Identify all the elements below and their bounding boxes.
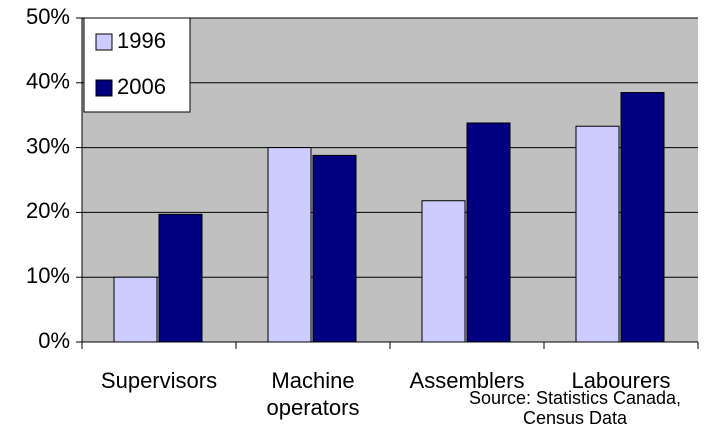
bar bbox=[312, 154, 357, 343]
y-tick-label: 50% bbox=[26, 4, 70, 29]
bar bbox=[421, 200, 466, 343]
y-tick-label: 0% bbox=[38, 328, 70, 353]
x-tick-label: Machine operators bbox=[266, 368, 360, 420]
y-tick-label: 40% bbox=[26, 69, 70, 94]
bar bbox=[158, 213, 203, 343]
bar bbox=[575, 125, 620, 343]
bar bbox=[466, 122, 511, 343]
legend-swatch bbox=[95, 79, 113, 97]
bar bbox=[620, 92, 665, 343]
x-tick-label: Labourers bbox=[571, 368, 671, 393]
y-tick-label: 10% bbox=[26, 263, 70, 288]
bar bbox=[113, 276, 158, 343]
legend-label: 1996 bbox=[117, 28, 166, 53]
legend-swatch bbox=[95, 33, 113, 51]
x-tick-label: Supervisors bbox=[100, 368, 218, 393]
y-tick-label: 30% bbox=[26, 133, 70, 158]
x-tick-label: Assemblers bbox=[409, 368, 525, 393]
y-tick-label: 20% bbox=[26, 198, 70, 223]
bar bbox=[267, 147, 312, 343]
legend-label: 2006 bbox=[117, 74, 166, 99]
source-note: Source: Statistics Canada, Census Data bbox=[468, 388, 682, 428]
